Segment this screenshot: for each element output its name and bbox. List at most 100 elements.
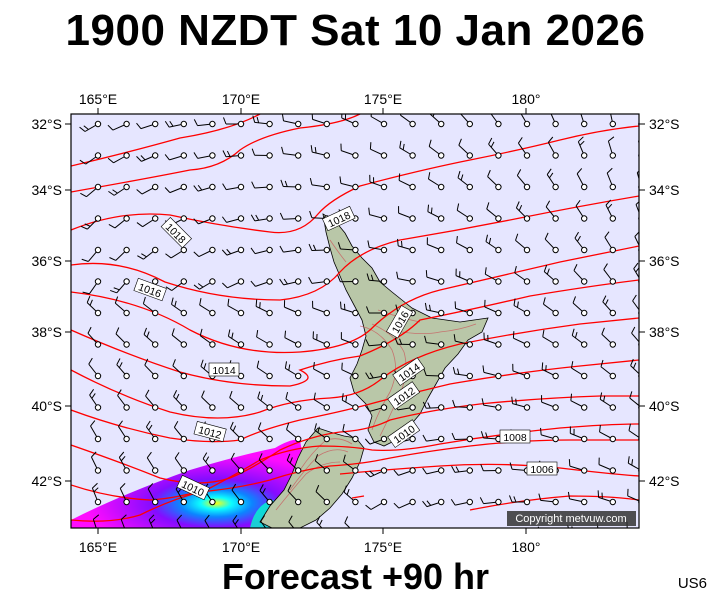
wind-barb <box>279 278 302 286</box>
wind-barb <box>399 114 416 128</box>
wind-barb <box>193 152 216 159</box>
wind-barb <box>174 452 188 474</box>
svg-text:1012: 1012 <box>197 424 223 442</box>
wind-barb <box>545 200 559 222</box>
wind-barb <box>285 391 302 411</box>
wind-barb <box>479 497 502 506</box>
lon-label-bottom: 165°E <box>79 539 117 555</box>
lon-label-bottom: 170°E <box>222 539 260 555</box>
wind-barb <box>397 238 416 254</box>
wind-barb <box>364 435 388 445</box>
wind-barb <box>339 176 359 191</box>
wind-barb <box>369 174 388 191</box>
wind-barb <box>229 421 245 443</box>
wind-barb <box>570 361 588 380</box>
wind-barb <box>485 234 502 254</box>
wind-barb <box>257 422 273 443</box>
wind-barb <box>252 115 273 128</box>
wind-barb <box>227 329 245 348</box>
wind-barb <box>80 183 102 198</box>
wind-barb <box>308 243 330 254</box>
wind-barb <box>512 363 531 380</box>
wind-barb <box>456 203 473 222</box>
wind-barb <box>398 206 416 222</box>
lon-label-top: 175°E <box>364 91 402 107</box>
wind-barb <box>342 454 359 474</box>
wind-barb <box>312 331 330 348</box>
wind-barb <box>512 331 531 348</box>
wind-barb <box>204 514 210 528</box>
wind-barb <box>115 327 130 348</box>
wind-barb <box>281 146 302 159</box>
wind-barb <box>284 361 302 380</box>
wind-barb <box>453 334 473 348</box>
wind-barb <box>609 114 616 128</box>
wind-barb <box>250 246 273 255</box>
wind-barb <box>284 330 302 348</box>
lon-label-top: 165°E <box>79 91 117 107</box>
lat-label-right: 42°S <box>649 473 680 489</box>
wind-barb <box>509 529 530 537</box>
wind-barb <box>109 246 130 261</box>
wind-barb <box>451 432 473 443</box>
wind-barb <box>544 232 559 254</box>
wind-barb <box>483 332 502 348</box>
wind-barb <box>171 297 188 317</box>
wind-barb <box>484 299 502 317</box>
lat-label-right: 36°S <box>649 253 680 269</box>
wind-barb <box>136 215 159 228</box>
wind-barb <box>576 168 588 191</box>
wind-barb <box>344 516 351 528</box>
wind-barb <box>148 514 156 528</box>
svg-text:1008: 1008 <box>503 432 527 444</box>
copyright-text: Copyright metvuw.com <box>515 513 626 525</box>
graticule: 165°E 165°E 170°E 170°E 175°E 175°E 180° 180° 32… <box>31 91 679 555</box>
wind-barb <box>309 177 330 191</box>
wind-barb <box>258 453 273 474</box>
wind-barb <box>314 423 330 443</box>
wind-barb <box>514 265 531 285</box>
wind-barb <box>393 498 416 509</box>
wind-barb <box>90 451 102 474</box>
lat-label-left: 34°S <box>31 182 62 198</box>
wind-barb <box>340 332 359 348</box>
wind-barb <box>597 490 616 506</box>
wind-barb <box>227 298 245 317</box>
wind-barb <box>193 119 216 128</box>
wind-barb <box>337 275 359 285</box>
wind-barb <box>308 276 330 285</box>
wind-barb <box>540 427 559 443</box>
lon-label-top: 180° <box>512 91 541 107</box>
wind-barb <box>90 420 102 443</box>
wind-barb <box>173 390 188 411</box>
map-frame <box>70 113 640 529</box>
wind-barb <box>600 359 616 380</box>
wind-barb <box>88 357 102 380</box>
wind-barb <box>257 391 273 411</box>
wind-barb <box>280 179 302 191</box>
wind-barb <box>451 531 472 538</box>
lat-label-left: 42°S <box>31 473 62 489</box>
wind-barb <box>81 246 102 262</box>
wind-barb <box>454 301 473 317</box>
wind-barb <box>542 329 559 348</box>
wind-barb <box>86 295 102 317</box>
wind-barb <box>145 389 159 411</box>
wind-barb <box>145 420 159 443</box>
wind-barb <box>337 242 359 254</box>
wind-barb <box>422 467 445 475</box>
wind-barb <box>136 183 159 195</box>
wind-barb <box>365 372 388 380</box>
wind-barb <box>542 297 559 317</box>
wind-barb <box>165 278 188 291</box>
wind-barb <box>107 152 130 164</box>
wind-barb <box>571 328 588 348</box>
wind-barb <box>547 136 559 159</box>
wind-barb <box>567 524 573 528</box>
isobar-label: 1014 <box>208 362 240 377</box>
lat-label-right: 38°S <box>649 324 680 340</box>
wind-barb <box>92 514 100 528</box>
wind-barb <box>119 483 130 506</box>
wind-barb <box>370 114 388 128</box>
